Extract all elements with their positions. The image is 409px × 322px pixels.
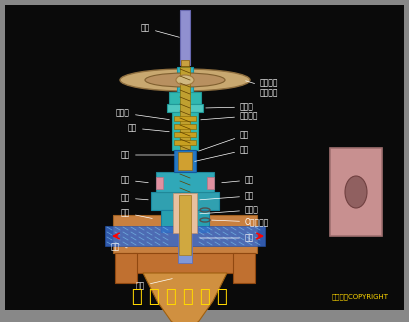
Bar: [133, 253, 237, 273]
Text: 活塞: 活塞: [200, 192, 254, 201]
Text: 闸板: 闸板: [200, 233, 254, 242]
Bar: [178, 152, 192, 170]
Bar: [174, 116, 196, 121]
Bar: [179, 195, 191, 255]
Ellipse shape: [176, 75, 194, 85]
Bar: [178, 210, 192, 263]
Text: 护罩: 护罩: [141, 24, 179, 37]
Text: 阀杆: 阀杆: [121, 150, 174, 159]
Text: 阀盖: 阀盖: [222, 175, 254, 185]
Bar: [161, 210, 209, 232]
Text: 蜗塞: 蜗塞: [136, 279, 172, 290]
Bar: [172, 112, 198, 150]
Text: O型橡胶圈: O型橡胶圈: [212, 217, 270, 226]
Text: 锁紧螺母: 锁紧螺母: [201, 111, 258, 120]
Bar: [174, 140, 196, 145]
Text: 传动装置
（手轮）: 传动装置 （手轮）: [246, 78, 279, 98]
Bar: [105, 226, 265, 246]
Text: 东方仿真COPYRIGHT: 东方仿真COPYRIGHT: [332, 294, 389, 300]
Bar: [174, 132, 196, 137]
Bar: [233, 253, 255, 283]
Bar: [174, 124, 196, 129]
Text: 抽承: 抽承: [128, 124, 169, 132]
Ellipse shape: [145, 73, 225, 87]
Bar: [330, 148, 382, 236]
Text: 填料: 填料: [195, 146, 249, 161]
Text: 压盘: 压盘: [199, 130, 249, 151]
Bar: [156, 177, 163, 189]
Bar: [207, 177, 214, 189]
Text: 阀盔: 阀盔: [121, 194, 148, 203]
Bar: [180, 10, 190, 65]
Text: 阀盘: 阀盘: [121, 209, 152, 218]
Bar: [180, 67, 190, 232]
Text: 抽承架: 抽承架: [116, 109, 169, 119]
Text: 轴成盖: 轴成盖: [206, 102, 254, 111]
Bar: [174, 150, 196, 172]
Text: 简体: 简体: [111, 242, 127, 251]
Polygon shape: [143, 273, 227, 322]
Bar: [151, 192, 219, 210]
Bar: [181, 60, 189, 66]
Text: 手 动 平 板 闸 阀: 手 动 平 板 闸 阀: [132, 288, 228, 306]
Bar: [169, 92, 201, 104]
Bar: [167, 104, 203, 112]
Text: 垫片: 垫片: [121, 175, 148, 185]
Bar: [156, 172, 214, 192]
Ellipse shape: [345, 176, 367, 208]
Bar: [177, 67, 193, 232]
Bar: [113, 215, 257, 253]
Bar: [173, 193, 197, 233]
Ellipse shape: [120, 69, 250, 91]
Text: 密封脂: 密封脂: [200, 205, 259, 214]
Bar: [115, 253, 137, 283]
